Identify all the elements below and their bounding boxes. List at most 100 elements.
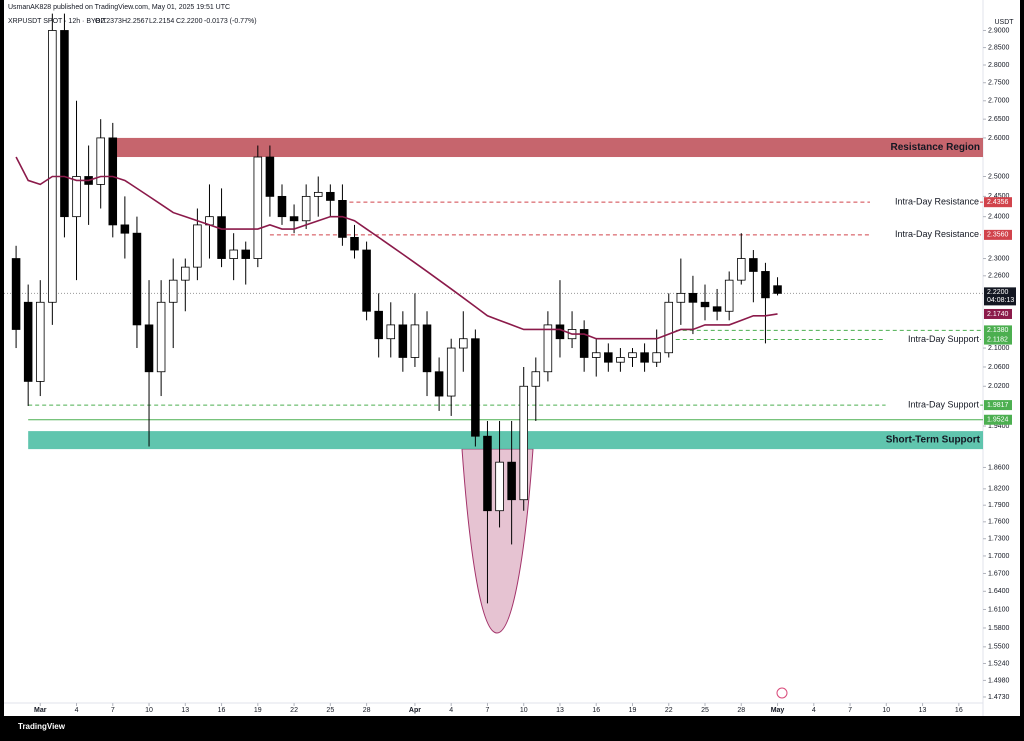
candle-body xyxy=(688,292,698,303)
level-label: Intra-Day Resistance xyxy=(895,229,979,239)
y-tick-label: 2.8000 xyxy=(988,62,1010,69)
candle-body xyxy=(664,301,674,354)
x-tick-label: 19 xyxy=(254,707,262,714)
publisher: UsmanAK828 published on TradingView.com,… xyxy=(8,4,230,11)
candle-body xyxy=(519,385,528,501)
moving-average xyxy=(15,156,778,340)
candle-body xyxy=(168,279,178,303)
y-tick-label: 1.6700 xyxy=(988,570,1010,577)
x-tick-label: 25 xyxy=(326,707,334,714)
y-tick-label: 2.7500 xyxy=(988,80,1010,87)
x-tick-label: 25 xyxy=(701,707,709,714)
y-tick-label: 2.7000 xyxy=(988,98,1010,105)
footer-bar xyxy=(0,716,1024,736)
candle-body xyxy=(193,224,202,268)
x-tick-label: 28 xyxy=(737,707,745,714)
x-tick-label: 10 xyxy=(520,707,528,714)
x-tick-label: 7 xyxy=(848,707,852,714)
candle-body xyxy=(773,285,782,294)
level-label-bg xyxy=(885,399,980,412)
x-tick-label: Mar xyxy=(34,707,47,714)
y-tick-label: 2.2600 xyxy=(988,273,1010,280)
zone-label: Short-Term Support xyxy=(886,435,981,446)
y-tick-label: 2.4500 xyxy=(988,193,1010,200)
x-tick-label: 19 xyxy=(629,707,637,714)
candle-body xyxy=(507,461,516,501)
y-tick-label: 2.8500 xyxy=(988,44,1010,51)
candle-body xyxy=(217,216,226,259)
x-tick-label: 13 xyxy=(556,707,564,714)
y-tick-label: 1.8600 xyxy=(988,464,1010,471)
candle-body xyxy=(374,310,383,340)
candle-body xyxy=(724,279,734,312)
last-price-label: 2.2200 xyxy=(987,289,1009,296)
candle-body xyxy=(712,306,722,312)
x-tick-label: 4 xyxy=(75,707,79,714)
candle-body xyxy=(446,347,456,397)
candle-body xyxy=(35,301,45,382)
y-tick-label: 1.7000 xyxy=(988,553,1010,560)
open: O2.2373 xyxy=(95,18,122,25)
price-tag xyxy=(984,414,1012,425)
candle-body xyxy=(11,258,21,330)
change: -0.0173 (-0.77%) xyxy=(204,18,257,25)
y-tick-label: 2.6500 xyxy=(988,116,1010,123)
candle-body xyxy=(386,324,396,340)
y-tick-label: 1.8200 xyxy=(988,486,1010,493)
price-tag-label: 2.4356 xyxy=(987,199,1009,206)
candle-body xyxy=(253,156,263,259)
price-tag-label: 2.1182 xyxy=(987,336,1008,343)
candle-body xyxy=(120,224,130,234)
x-tick-label: 7 xyxy=(486,707,490,714)
y-tick-label: 2.4000 xyxy=(988,214,1010,221)
candle-body xyxy=(108,137,118,226)
candle-body xyxy=(398,324,408,358)
x-tick-label: 13 xyxy=(181,707,189,714)
candle-body xyxy=(543,324,553,373)
y-tick-label: 1.7300 xyxy=(988,536,1010,543)
candle-body xyxy=(459,338,468,349)
y-tick-label: 1.5240 xyxy=(988,660,1010,667)
y-tick-label: 1.7900 xyxy=(988,502,1010,509)
y-tick-label: 1.7600 xyxy=(988,519,1010,526)
candle-body xyxy=(483,435,492,512)
candle-body xyxy=(761,271,770,299)
candle-body xyxy=(616,357,625,363)
candle-body xyxy=(277,195,287,218)
candle-body xyxy=(434,371,444,397)
level-label: Intra-Day Resistance xyxy=(895,197,979,207)
zone xyxy=(28,431,983,450)
candle-body xyxy=(604,352,613,363)
x-tick-label: 10 xyxy=(882,707,890,714)
alert-icon xyxy=(776,687,788,699)
price-tag xyxy=(984,197,1012,208)
ma-tag-label: 2.1740 xyxy=(987,311,1009,318)
symbol: XRPUSDT SPOT · 12h · BYBIT xyxy=(8,18,107,25)
last-price-tag xyxy=(984,287,1016,306)
y-tick-label: 1.9400 xyxy=(988,423,1010,430)
candle-body xyxy=(338,200,347,238)
candle-body xyxy=(410,324,420,358)
candle-body xyxy=(422,324,432,373)
x-tick-label: 22 xyxy=(290,707,298,714)
level-label: Intra-Day Support xyxy=(908,399,980,409)
y-tick-label: 2.0200 xyxy=(988,383,1010,390)
y-tick-label: 2.1000 xyxy=(988,345,1010,352)
candle-body xyxy=(350,236,359,251)
candle-body xyxy=(628,352,637,358)
price-tag xyxy=(984,229,1012,240)
x-tick-label: 4 xyxy=(812,707,816,714)
zone xyxy=(112,137,984,158)
price-tag-label: 2.3560 xyxy=(987,232,1009,239)
close: C2.2200 xyxy=(176,18,203,25)
price-tag xyxy=(984,400,1012,411)
price-tag-label: 1.9524 xyxy=(987,417,1009,424)
x-tick-label: 13 xyxy=(919,707,927,714)
y-tick-label: 1.6400 xyxy=(988,588,1010,595)
y-tick-label: 2.3000 xyxy=(988,255,1010,262)
zone-label: Resistance Region xyxy=(891,142,980,153)
y-tick-label: 1.4980 xyxy=(988,677,1010,684)
level-label: Intra-Day Support xyxy=(908,334,980,344)
candle-body xyxy=(471,338,480,437)
